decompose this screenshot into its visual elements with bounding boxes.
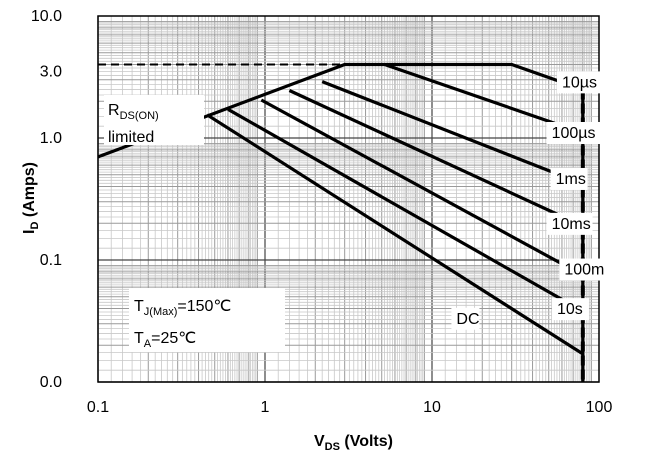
- curve-label: 1ms: [556, 171, 586, 188]
- curve-label: 10s: [557, 301, 583, 318]
- x-tick-label: 100: [586, 399, 613, 416]
- plot-labels: 10µs 100µs 1ms 10ms 100m 10s DC: [451, 71, 606, 330]
- curve-DC: [206, 113, 584, 356]
- x-tick-label: 1: [261, 399, 270, 416]
- svg-text:VDS (Volts): VDS (Volts): [314, 433, 393, 453]
- axis-ticks: 0.1 1 10 100 10.0 1.0 0.1 0.0 3.0: [31, 8, 613, 416]
- curve-label-bg: [546, 212, 593, 235]
- rds-label-bg: [104, 95, 204, 145]
- y-tick-label: 10.0: [31, 8, 62, 25]
- y-tick-label: 1.0: [40, 130, 62, 147]
- curve-100m: [260, 98, 584, 277]
- rds-label-line2: limited: [108, 129, 154, 146]
- curve-label: 10ms: [552, 216, 591, 233]
- conditions-bg: [129, 288, 285, 352]
- y-tick-label: 0.1: [40, 252, 62, 269]
- x-tick-label: 10: [423, 399, 441, 416]
- curve-1ms: [321, 80, 584, 186]
- x-axis-title: VDS (Volts): [314, 433, 393, 453]
- y-tick-label: 3.0: [40, 64, 62, 81]
- curve-label: 100m: [564, 262, 604, 279]
- y-axis-title-rest: (Amps): [21, 162, 38, 222]
- x-axis-title-rest: (Volts): [340, 433, 393, 450]
- plot-frame: [97, 15, 600, 383]
- condition-ta: TA=25℃: [134, 330, 196, 350]
- curve-100s: [384, 62, 584, 135]
- curve-label-bg: [559, 258, 606, 281]
- curve-label-bg: [550, 167, 588, 190]
- condition-tj: TJ(Max)=150℃: [134, 298, 231, 318]
- curve-10ms: [288, 89, 584, 228]
- y-axis-title-main: I: [21, 230, 38, 234]
- curve-label: 100µs: [552, 125, 596, 142]
- curve-label-bg: [546, 122, 602, 144]
- y-axis-title: ID (Amps): [21, 162, 41, 234]
- svg-text:ID (Amps): ID (Amps): [21, 162, 41, 234]
- curve-label-bg: [556, 71, 603, 94]
- curve-10s: [227, 107, 584, 313]
- curve-label: DC: [456, 311, 479, 328]
- y-tick-label: 0.0: [40, 374, 62, 391]
- curve-label-bg: [451, 307, 480, 330]
- curve-label: 10µs: [562, 74, 597, 91]
- rds-label: RDS(ON): [108, 102, 159, 122]
- curve-label-bg: [551, 298, 589, 321]
- x-axis-title-sub: DS: [325, 441, 340, 453]
- y-axis-title-sub: D: [29, 222, 41, 230]
- x-tick-label: 0.1: [87, 399, 109, 416]
- x-axis-title-main: V: [314, 433, 325, 450]
